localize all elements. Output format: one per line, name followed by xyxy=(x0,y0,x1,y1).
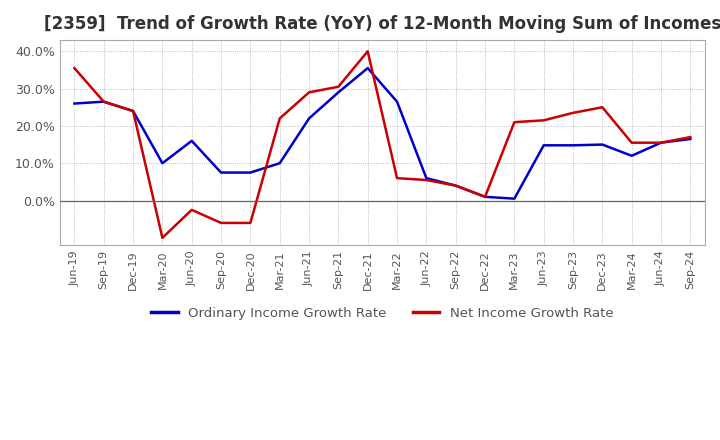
Ordinary Income Growth Rate xyxy=(422,176,431,181)
Line: Ordinary Income Growth Rate: Ordinary Income Growth Rate xyxy=(74,68,690,199)
Ordinary Income Growth Rate xyxy=(246,170,255,175)
Net Income Growth Rate xyxy=(451,183,460,188)
Ordinary Income Growth Rate xyxy=(129,108,138,114)
Net Income Growth Rate xyxy=(187,207,196,213)
Ordinary Income Growth Rate xyxy=(657,140,665,145)
Net Income Growth Rate xyxy=(422,177,431,183)
Ordinary Income Growth Rate xyxy=(569,143,577,148)
Net Income Growth Rate xyxy=(598,105,607,110)
Net Income Growth Rate xyxy=(334,84,343,89)
Ordinary Income Growth Rate xyxy=(598,142,607,147)
Ordinary Income Growth Rate xyxy=(275,161,284,166)
Line: Net Income Growth Rate: Net Income Growth Rate xyxy=(74,51,690,238)
Ordinary Income Growth Rate xyxy=(158,161,167,166)
Ordinary Income Growth Rate xyxy=(99,99,108,104)
Net Income Growth Rate xyxy=(510,120,518,125)
Ordinary Income Growth Rate xyxy=(481,194,490,199)
Ordinary Income Growth Rate xyxy=(392,99,401,104)
Net Income Growth Rate xyxy=(158,235,167,241)
Ordinary Income Growth Rate xyxy=(686,136,695,142)
Ordinary Income Growth Rate xyxy=(305,116,313,121)
Net Income Growth Rate xyxy=(569,110,577,116)
Ordinary Income Growth Rate xyxy=(187,138,196,143)
Net Income Growth Rate xyxy=(627,140,636,145)
Net Income Growth Rate xyxy=(657,140,665,145)
Ordinary Income Growth Rate xyxy=(510,196,518,202)
Net Income Growth Rate xyxy=(99,99,108,104)
Ordinary Income Growth Rate xyxy=(364,66,372,71)
Net Income Growth Rate xyxy=(275,116,284,121)
Ordinary Income Growth Rate xyxy=(451,183,460,188)
Net Income Growth Rate xyxy=(305,90,313,95)
Net Income Growth Rate xyxy=(364,49,372,54)
Ordinary Income Growth Rate xyxy=(539,143,548,148)
Legend: Ordinary Income Growth Rate, Net Income Growth Rate: Ordinary Income Growth Rate, Net Income … xyxy=(146,301,618,325)
Net Income Growth Rate xyxy=(70,66,78,71)
Net Income Growth Rate xyxy=(686,135,695,140)
Net Income Growth Rate xyxy=(217,220,225,226)
Ordinary Income Growth Rate xyxy=(627,153,636,158)
Ordinary Income Growth Rate xyxy=(334,90,343,95)
Ordinary Income Growth Rate xyxy=(217,170,225,175)
Ordinary Income Growth Rate xyxy=(70,101,78,106)
Net Income Growth Rate xyxy=(539,117,548,123)
Net Income Growth Rate xyxy=(129,108,138,114)
Title: [2359]  Trend of Growth Rate (YoY) of 12-Month Moving Sum of Incomes: [2359] Trend of Growth Rate (YoY) of 12-… xyxy=(44,15,720,33)
Net Income Growth Rate xyxy=(481,194,490,199)
Net Income Growth Rate xyxy=(246,220,255,226)
Net Income Growth Rate xyxy=(392,176,401,181)
